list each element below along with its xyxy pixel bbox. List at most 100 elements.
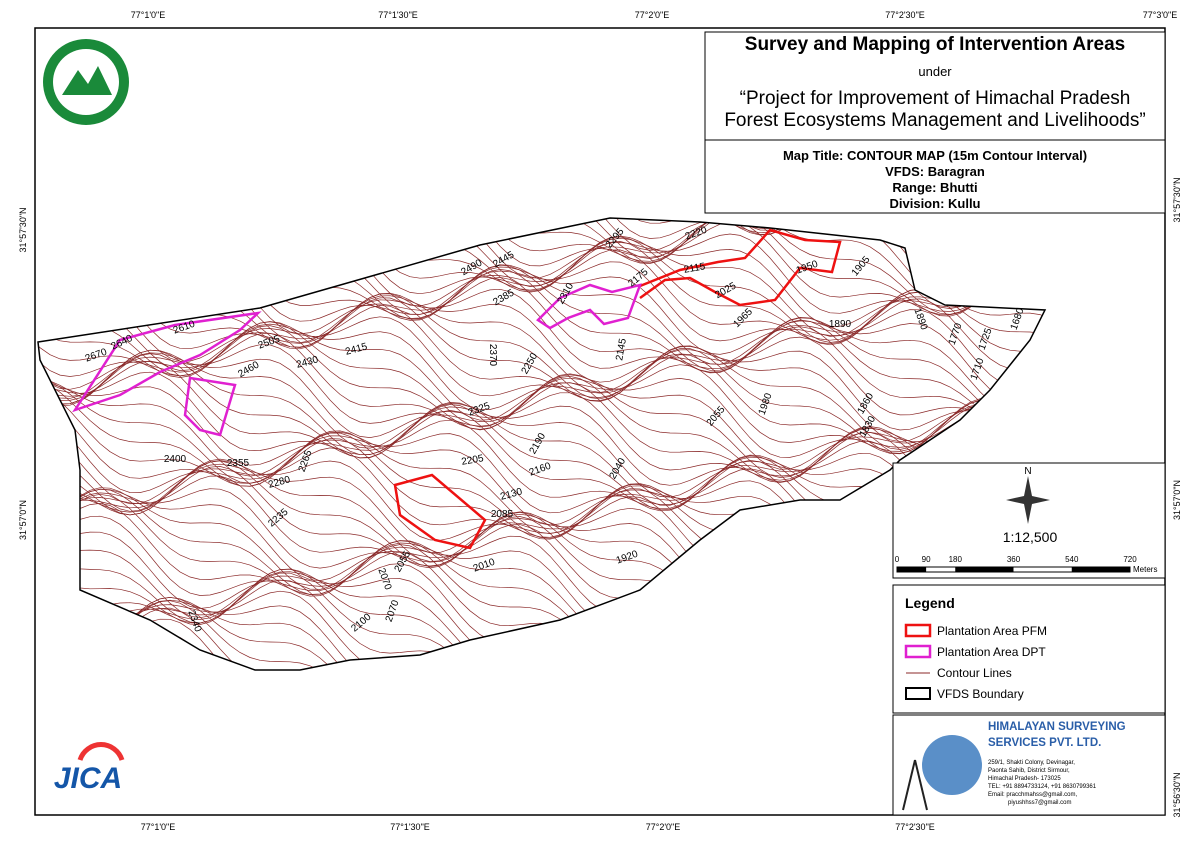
contour-line	[38, 344, 1045, 509]
graticule-label: 77°3'0"E	[1143, 10, 1178, 20]
title: Survey and Mapping of Intervention Areas	[745, 34, 1125, 55]
scale-tick-label: 360	[1007, 555, 1021, 564]
tripod	[902, 759, 916, 811]
legend-label: Plantation Area DPT	[937, 645, 1046, 659]
graticule-label: 31°56'30"N	[1172, 772, 1182, 817]
project: “Project for Improvement of Himachal Pra…	[740, 88, 1131, 109]
graticule-label: 77°1'30"E	[378, 10, 418, 20]
contour-line	[38, 349, 1045, 527]
north-label: N	[1024, 466, 1031, 477]
scale-tick-label: 180	[949, 555, 963, 564]
contour-line	[38, 332, 1045, 495]
dpt-area	[72, 311, 262, 413]
contour-line	[38, 218, 1045, 317]
contour-line	[38, 349, 1045, 530]
project: Forest Ecosystems Management and Livelih…	[724, 110, 1145, 131]
contour-line	[38, 600, 1045, 670]
info-line: Division: Kullu	[890, 196, 981, 211]
dpt-area	[536, 283, 642, 330]
graticule-label: 77°2'0"E	[635, 10, 670, 20]
info-box	[704, 139, 1166, 214]
scale-segment	[897, 567, 927, 572]
info-line: Range: Bhutti	[892, 180, 977, 195]
contour-line	[38, 618, 1045, 670]
graticule-label: 77°2'30"E	[895, 822, 935, 832]
contour-line	[38, 269, 1045, 443]
company-globe	[922, 735, 982, 795]
contour-line	[38, 256, 1045, 431]
contour-label: 1890	[829, 319, 852, 330]
contour-line	[38, 515, 1045, 670]
contour-line	[38, 527, 1045, 670]
legend-label: VFDS Boundary	[937, 687, 1024, 701]
legend-swatch	[904, 623, 932, 638]
graticule-label: 31°57'30"N	[18, 207, 28, 252]
scale-ratio: 1:12,500	[1003, 529, 1058, 545]
title-box	[704, 31, 1166, 141]
jica-arc	[77, 742, 125, 761]
graticule-label: 31°57'30"N	[1172, 177, 1182, 222]
scale-tick-label: 720	[1123, 555, 1137, 564]
company-address: 259/1, Shakti Colony, Devinagar, Paonta S…	[988, 760, 1097, 806]
address-line: Himachal Pradesh- 173025	[988, 776, 1061, 782]
address-line: Paonta Sahib, District Sirmour,	[988, 768, 1070, 774]
graticule-label: 77°1'0"E	[141, 822, 176, 832]
scale-unit: Meters	[1133, 565, 1157, 574]
contour-line	[38, 293, 1045, 454]
contour-line	[38, 218, 1045, 357]
pfm-area	[639, 228, 842, 307]
contour-line	[38, 285, 1045, 450]
contour-label: 2085	[491, 509, 514, 520]
info-line: VFDS: Baragran	[885, 164, 985, 179]
vfds-boundary	[37, 217, 1047, 671]
plantation-areas	[72, 228, 842, 550]
legend-label: Plantation Area PFM	[937, 624, 1047, 638]
tripod	[914, 759, 928, 811]
graticule-label: 77°1'30"E	[390, 822, 430, 832]
jica-logo: JICA	[54, 762, 122, 795]
contour-label: 2115	[683, 261, 707, 276]
info-line: Map Title: CONTOUR MAP (15m Contour Inte…	[783, 148, 1087, 163]
scale-segment	[1071, 567, 1130, 572]
contour-label: 2355	[227, 458, 250, 469]
contour-line	[38, 218, 1045, 371]
graticule-label: 31°57'0"N	[18, 500, 28, 540]
company-name: SERVICES PVT. LTD.	[988, 737, 1101, 749]
company-box	[892, 714, 1166, 816]
logo-mountains	[62, 66, 112, 95]
contour-line	[38, 218, 1045, 315]
contour-label: 2205	[461, 453, 485, 468]
scale-tick-label: 0	[895, 555, 900, 564]
graticule-label: 77°1'0"E	[131, 10, 166, 20]
address-line: 259/1, Shakti Colony, Devinagar,	[988, 760, 1075, 766]
legend-box	[892, 584, 1166, 714]
legend-title: Legend	[905, 595, 955, 611]
under: under	[918, 64, 952, 79]
dpt-area	[183, 376, 237, 437]
scale-tick-label: 540	[1065, 555, 1079, 564]
map-info: Map Title: CONTOUR MAP (15m Contour Inte…	[783, 148, 1087, 211]
address-line: piyushhss7@gmail.com	[1008, 800, 1071, 806]
contour-line	[38, 218, 1045, 300]
scale-tick-label: 90	[922, 555, 931, 564]
legend-items: Plantation Area PFM Plantation Area DPT Co…	[904, 623, 1047, 701]
contour-label: 2145	[614, 337, 629, 361]
graticule-label: 77°2'0"E	[646, 822, 681, 832]
address-line: Email: pracchmahss@gmail.com,	[988, 792, 1077, 798]
company-name: HIMALAYAN SURVEYING	[988, 721, 1126, 733]
contour-label: 2400	[164, 454, 187, 465]
address-line: TEL: +91 8894733124, +91 8630799361	[988, 784, 1097, 790]
graticule: 77°1'0"E 77°1'30"E 77°2'0"E 77°2'30"E 77°3'0…	[18, 10, 1182, 832]
scale-segment	[955, 567, 1014, 572]
pfm-area	[393, 473, 487, 550]
contour-line	[38, 607, 1045, 670]
graticule-label: 77°2'30"E	[885, 10, 925, 20]
legend-swatch	[904, 644, 932, 659]
contour-line	[38, 218, 1045, 345]
legend-label: Contour Lines	[937, 666, 1012, 680]
contour-line	[38, 360, 1045, 533]
legend-swatch	[905, 687, 931, 700]
graticule-label: 31°57'0"N	[1172, 480, 1182, 520]
